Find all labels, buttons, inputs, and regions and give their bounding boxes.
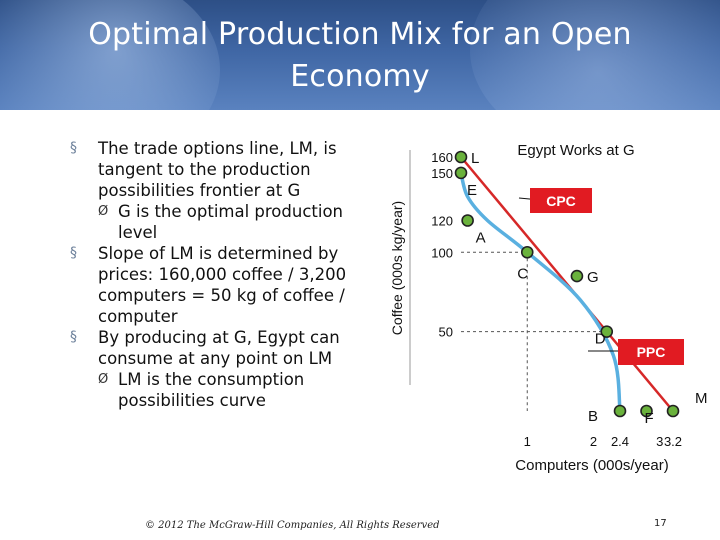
point-e [454,166,468,180]
x-tick-label: 2 [590,434,597,449]
slide-title-line-2: Economy [290,59,430,94]
globe-decoration [0,0,220,110]
bullet-square-icon: § [70,245,77,261]
point-label-b: B [588,408,598,425]
bullet-square-icon: § [70,140,77,156]
y-axis-label: Coffee (000s kg/year) [389,201,405,335]
sub-bullet-item: Ø G is the optimal production level [58,201,358,243]
bullet-item: § Slope of LM is determined by prices: 16… [58,243,358,327]
point-d [600,325,614,338]
x-tick-label: 3 [656,434,663,449]
point-b [613,404,627,418]
slide-title: Optimal Production Mix for an Open Econo… [60,14,660,98]
point-l [454,150,468,164]
x-axis-label: Computers (000s/year) [515,457,668,474]
point-label-g: G [587,269,599,286]
x-tick-label: 1 [524,434,531,449]
bullet-item: § The trade options line, LM, is tangent … [58,138,358,201]
point-m [666,404,680,418]
bullet-list: § The trade options line, LM, is tangent … [58,138,358,411]
sub-bullet-arrow-icon: Ø [98,372,109,387]
bullet-text: By producing at G, Egypt can consume at … [98,328,340,368]
point-label-m: M [695,390,708,407]
page-number: 17 [654,518,667,529]
point-g [570,269,584,283]
cpc-box [530,188,592,213]
point-label-c: C [517,265,528,282]
sub-bullet-arrow-icon: Ø [98,204,109,219]
guide-lines [461,251,607,411]
point-f [640,404,653,418]
title-bar: Optimal Production Mix for an Open Econo… [0,0,720,110]
annotation-egypt-works-at-g: Egypt Works at G [517,142,634,159]
globe-decoration-right [470,0,720,110]
point-label-f: F [645,410,654,427]
slide-title-line-1: Optimal Production Mix for an Open [88,17,632,52]
copyright-footer: © 2012 The McGraw-Hill Companies, All Ri… [145,520,440,531]
sub-bullet-text: LM is the consumption possibilities curv… [118,370,305,410]
sub-bullet-item: Ø LM is the consumption possibilities cur… [58,369,358,411]
y-tick-label: 100 [431,245,453,260]
y-tick-label: 150 [431,166,453,181]
y-tick-label: 120 [431,214,453,229]
point-c [520,245,534,259]
point-label-a: A [476,230,486,247]
bullet-text: Slope of LM is determined by prices: 160… [98,244,347,326]
bullet-text: The trade options line, LM, is tangent t… [98,139,337,200]
sub-bullet-text: G is the optimal production level [118,202,344,242]
point-a [461,214,474,227]
point-label-l: L [471,150,479,167]
x-tick-label: 2.4 [611,434,629,449]
point-label-e: E [467,182,477,199]
ppc-box-label: PPC [637,344,666,360]
bullet-square-icon: § [70,329,77,345]
y-tick-label: 160 [431,150,453,165]
x-tick-labels: 1 2 2.4 3 3.2 [524,434,682,449]
point-layer: LE A C G D B F M [454,150,708,427]
bullet-item: § By producing at G, Egypt can consume at… [58,327,358,369]
point-label-d: D [595,331,606,348]
y-tick-label: 50 [439,325,453,340]
x-tick-label: 3.2 [664,434,682,449]
ppc-box [618,339,684,365]
cpc-box-label: CPC [546,193,576,209]
